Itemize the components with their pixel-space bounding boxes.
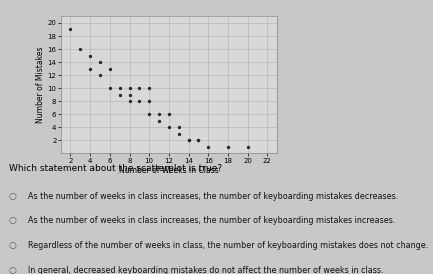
Y-axis label: Number of Mistakes: Number of Mistakes [36,47,45,123]
Point [185,138,192,142]
Point [146,112,153,116]
Text: ○: ○ [9,216,16,226]
Point [67,27,74,32]
X-axis label: Number of Weeks in Class: Number of Weeks in Class [119,166,219,175]
Point [244,145,251,149]
Point [205,145,212,149]
Point [146,86,153,90]
Point [136,86,143,90]
Text: As the number of weeks in class increases, the number of keyboarding mistakes in: As the number of weeks in class increase… [28,216,395,226]
Point [165,125,172,130]
Text: ○: ○ [9,241,16,250]
Text: Which statement about the scatterplot is true?: Which statement about the scatterplot is… [9,164,222,173]
Point [146,99,153,104]
Text: ○: ○ [9,192,16,201]
Point [107,86,113,90]
Text: In general, decreased keyboarding mistakes do not affect the number of weeks in : In general, decreased keyboarding mistak… [28,266,384,274]
Point [126,99,133,104]
Text: Regardless of the number of weeks in class, the number of keyboarding mistakes d: Regardless of the number of weeks in cla… [28,241,428,250]
Point [116,86,123,90]
Point [224,145,231,149]
Point [175,132,182,136]
Point [87,66,94,71]
Point [126,86,133,90]
Point [165,112,172,116]
Text: As the number of weeks in class increases, the number of keyboarding mistakes de: As the number of weeks in class increase… [28,192,398,201]
Point [107,66,113,71]
Point [97,73,103,77]
Point [155,119,162,123]
Point [87,53,94,58]
Point [116,93,123,97]
Point [126,93,133,97]
Point [136,99,143,104]
Text: ○: ○ [9,266,16,274]
Point [185,138,192,142]
Point [175,125,182,130]
Point [195,138,202,142]
Point [195,138,202,142]
Point [77,47,84,51]
Point [155,112,162,116]
Point [97,60,103,64]
